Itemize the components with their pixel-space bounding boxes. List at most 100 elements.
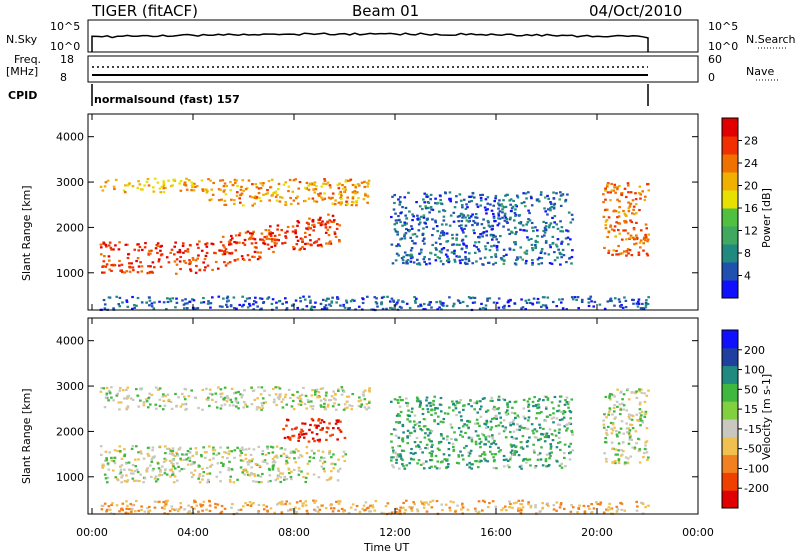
heatmap-cell xyxy=(227,240,231,243)
heatmap-cell xyxy=(222,185,226,188)
heatmap-cell xyxy=(427,428,430,431)
heatmap-cell xyxy=(588,297,592,300)
heatmap-cell xyxy=(191,298,194,301)
heatmap-cell xyxy=(602,193,605,196)
heatmap-cell xyxy=(184,403,187,406)
heatmap-cell xyxy=(215,453,218,457)
heatmap-cell xyxy=(570,398,574,401)
heatmap-cell xyxy=(164,186,167,189)
heatmap-cell xyxy=(145,180,149,183)
heatmap-cell xyxy=(537,262,541,266)
heatmap-cell xyxy=(245,405,249,408)
heatmap-cell xyxy=(170,248,174,251)
heatmap-cell xyxy=(173,467,177,470)
heatmap-cell xyxy=(240,185,243,188)
heatmap-cell xyxy=(342,510,345,513)
heatmap-cell xyxy=(122,397,126,400)
heatmap-cell xyxy=(190,512,193,515)
heatmap-cell xyxy=(171,458,175,462)
heatmap-cell xyxy=(526,458,529,461)
heatmap-cell xyxy=(604,208,607,211)
heatmap-cell xyxy=(332,220,335,223)
heatmap-cell xyxy=(266,447,269,450)
heatmap-cell xyxy=(239,459,243,462)
heatmap-cell xyxy=(455,413,458,417)
heatmap-cell xyxy=(109,512,113,515)
heatmap-cell xyxy=(250,466,253,469)
heatmap-cell xyxy=(565,429,568,432)
heatmap-cell xyxy=(332,467,336,470)
heatmap-cell xyxy=(551,242,555,245)
heatmap-cell xyxy=(229,480,232,483)
heatmap-cell xyxy=(520,503,524,506)
heatmap-cell xyxy=(136,394,139,397)
heatmap-cell xyxy=(453,258,456,261)
heatmap-cell xyxy=(537,406,541,409)
heatmap-cell xyxy=(197,254,200,257)
heatmap-cell xyxy=(611,253,614,256)
heatmap-cell xyxy=(632,208,635,211)
heatmap-cell xyxy=(430,430,434,433)
heatmap-cell xyxy=(144,398,148,401)
heatmap-cell xyxy=(329,304,333,307)
heatmap-cell xyxy=(482,434,486,437)
heatmap-cell xyxy=(609,191,613,194)
heatmap-cell xyxy=(129,472,133,475)
heatmap-cell xyxy=(123,468,126,471)
heatmap-cell xyxy=(520,467,523,470)
heatmap-cell xyxy=(226,262,230,265)
heatmap-cell xyxy=(244,468,247,471)
heatmap-cell xyxy=(149,464,152,467)
heatmap-cell xyxy=(214,392,218,395)
heatmap-cell xyxy=(343,306,347,309)
heatmap-cell xyxy=(416,214,419,217)
heatmap-cell xyxy=(254,462,258,466)
heatmap-cell xyxy=(128,265,131,268)
heatmap-cell xyxy=(466,206,469,209)
heatmap-cell xyxy=(248,474,252,477)
heatmap-cell xyxy=(105,459,109,462)
heatmap-cell xyxy=(205,251,209,255)
heatmap-cell xyxy=(538,510,542,513)
heatmap-cell xyxy=(289,475,293,479)
heatmap-cell xyxy=(508,458,512,461)
heatmap-cell xyxy=(159,470,162,473)
heatmap-cell xyxy=(135,445,138,448)
heatmap-cell xyxy=(429,459,432,462)
heatmap-cell xyxy=(634,392,638,395)
heatmap-cell xyxy=(102,464,105,467)
heatmap-cell xyxy=(211,193,215,196)
heatmap-cell xyxy=(499,449,502,452)
heatmap-cell xyxy=(166,447,169,450)
heatmap-cell xyxy=(606,183,609,186)
heatmap-cell xyxy=(311,405,315,408)
heatmap-cell xyxy=(238,448,242,451)
heatmap-cell xyxy=(614,191,617,194)
heatmap-cell xyxy=(310,449,314,452)
heatmap-cell xyxy=(395,421,398,424)
heatmap-cell xyxy=(357,404,361,408)
heatmap-cell xyxy=(267,179,271,183)
heatmap-cell xyxy=(246,254,250,257)
heatmap-cell xyxy=(497,306,501,309)
heatmap-cell xyxy=(530,237,533,241)
heatmap-cell xyxy=(635,442,638,445)
heatmap-cell xyxy=(271,446,275,449)
heatmap-cell xyxy=(510,444,514,448)
heatmap-cell xyxy=(617,253,620,256)
heatmap-cell xyxy=(225,297,229,300)
heatmap-cell xyxy=(104,477,108,480)
heatmap-cell xyxy=(344,188,348,191)
heatmap-cell xyxy=(220,461,223,465)
heatmap-cell xyxy=(203,257,207,261)
heatmap-cell xyxy=(240,255,244,258)
heatmap-cell xyxy=(413,414,417,417)
heatmap-cell xyxy=(307,295,311,298)
heatmap-cell xyxy=(222,244,225,247)
heatmap-cell xyxy=(248,195,252,198)
heatmap-cell xyxy=(304,480,308,484)
heatmap-cell xyxy=(313,393,317,396)
heatmap-cell xyxy=(274,195,278,199)
heatmap-cell xyxy=(405,262,408,265)
heatmap-cell xyxy=(507,466,511,469)
